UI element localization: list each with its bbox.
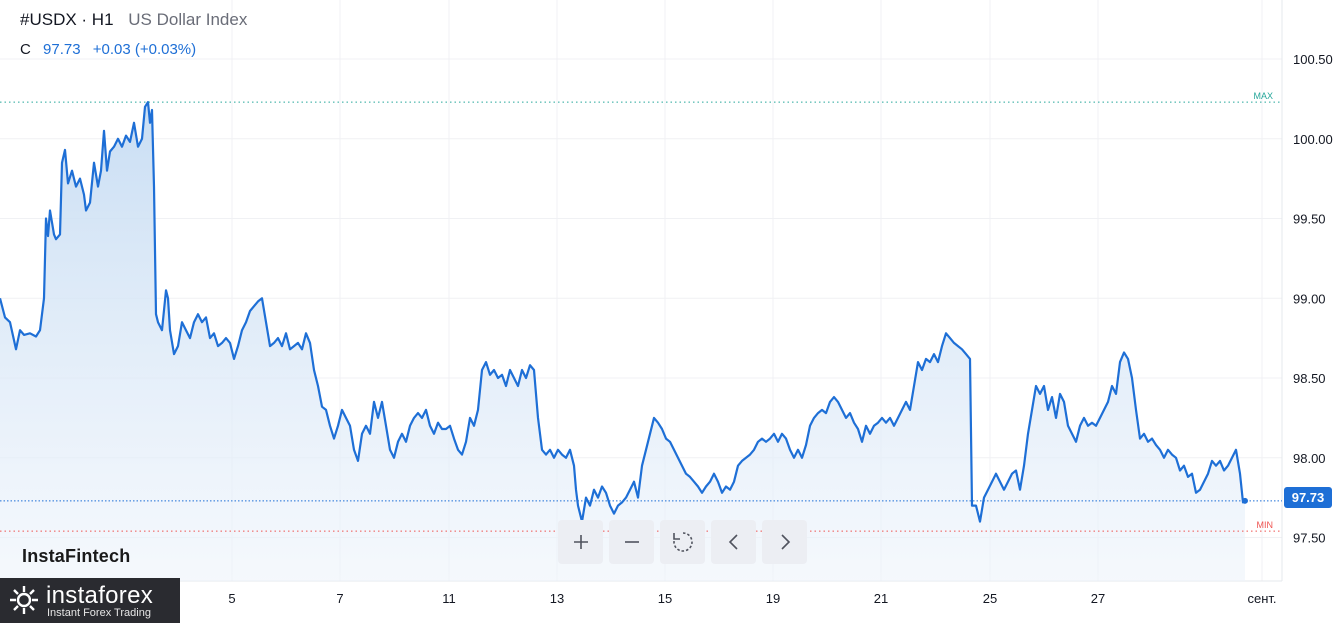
close-value: 97.73 — [43, 41, 81, 58]
last-price-tag: 97.73 — [1284, 487, 1332, 508]
series-line — [0, 101, 1246, 523]
y-tick-label: 97.50 — [1293, 531, 1326, 546]
x-axis: 5 7 11 13 15 19 21 25 27 сент. — [228, 591, 1276, 606]
x-tick-label: сент. — [1247, 591, 1276, 606]
scroll-right-button[interactable] — [762, 520, 807, 564]
x-tick-label: 5 — [228, 591, 235, 606]
y-tick-label: 98.50 — [1293, 371, 1326, 386]
x-tick-label: 25 — [983, 591, 997, 606]
reset-button[interactable] — [660, 520, 705, 564]
logo-mark-icon — [10, 586, 38, 614]
chart-header: #USDX · H1 US Dollar Index — [20, 10, 247, 30]
x-tick-label: 21 — [874, 591, 888, 606]
chevron-left-icon — [728, 534, 738, 550]
x-tick-label: 27 — [1091, 591, 1105, 606]
zoom-out-button[interactable] — [609, 520, 654, 564]
y-tick-label: 100.50 — [1293, 52, 1333, 67]
x-tick-label: 11 — [442, 591, 456, 606]
chart-toolbar — [558, 520, 807, 564]
reset-icon — [672, 532, 693, 552]
x-tick-label: 15 — [658, 591, 672, 606]
watermark: InstaFintech — [22, 546, 131, 566]
description-label: US Dollar Index — [128, 10, 248, 29]
minus-icon — [624, 541, 639, 543]
logo-name: instaforex — [46, 582, 154, 609]
logo-tagline: Instant Forex Trading — [47, 607, 151, 619]
brand-logo[interactable]: instaforex Instant Forex Trading — [0, 578, 180, 623]
series-area — [0, 101, 1248, 581]
ohlc-legend: C 97.73 +0.03 (+0.03%) — [20, 41, 196, 58]
symbol-label[interactable]: #USDX · H1 — [20, 10, 114, 29]
plus-icon — [573, 535, 588, 549]
chevron-right-icon — [780, 534, 790, 550]
reference-lines: MAX MIN — [0, 91, 1282, 532]
x-tick-label: 19 — [766, 591, 780, 606]
y-tick-label: 98.00 — [1293, 451, 1326, 466]
zoom-in-button[interactable] — [558, 520, 603, 564]
min-label: MIN — [1257, 520, 1274, 530]
area-fill — [0, 102, 1245, 581]
change-value: +0.03 (+0.03%) — [92, 41, 197, 58]
x-tick-label: 13 — [550, 591, 564, 606]
y-tick-label: 99.00 — [1293, 291, 1326, 306]
y-axis: 97.50 98.00 98.50 99.00 99.50 100.00 100.50 — [1293, 52, 1333, 546]
y-tick-label: 100.00 — [1293, 132, 1333, 147]
last-point — [1242, 497, 1248, 504]
y-tick-label: 99.50 — [1293, 212, 1326, 227]
scroll-left-button[interactable] — [711, 520, 756, 564]
max-label: MAX — [1253, 91, 1273, 101]
close-label: C — [20, 41, 31, 58]
x-tick-label: 7 — [336, 591, 343, 606]
